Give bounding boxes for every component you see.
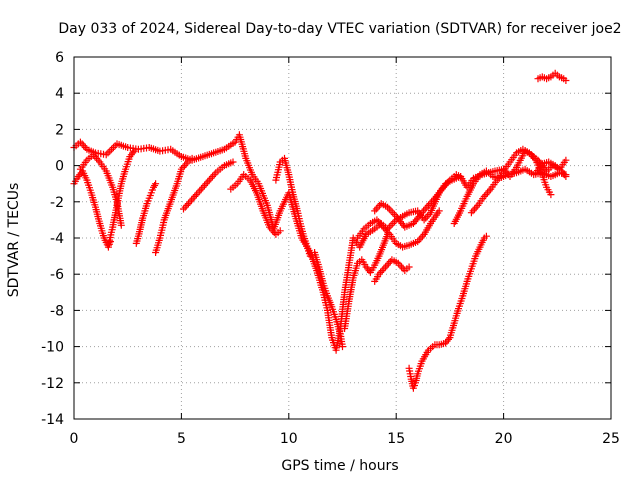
y-tick-label: 6 [55,50,64,66]
x-tick-label: 15 [387,431,405,447]
data-point-arc-6 [192,191,200,199]
y-tick-label: -14 [41,412,64,428]
data-point-arc-8 [306,252,314,260]
data-point-arc-17 [562,173,570,180]
data-point-main-track [106,147,114,155]
data-point-arc-14 [482,232,490,240]
x-axis-label: GPS time / hours [281,458,398,474]
data-point-arc-13 [405,263,413,271]
y-tick-label: -12 [41,376,64,392]
data-point-arc-2 [94,156,102,164]
axis-ticks: 0 5 10 15 20 25 -14 -12 -10 -8 -6 -4 -2 0 2 4 6 [41,50,620,447]
data-point-arc-6 [189,194,197,202]
data-point-main-track [108,145,116,153]
data-point-arc-6 [202,180,210,188]
data-point-arc-6 [183,201,191,209]
y-axis-label: SDTVAR / TECUs [6,183,22,298]
y-tick-label: -6 [50,267,64,283]
data-point-main-track [387,221,395,229]
data-point-arc-7 [276,227,284,235]
data-point-main-track [104,149,112,157]
data-point-main-track [80,142,88,150]
data-point-arc-5 [188,154,196,162]
data-point-arc-18 [562,77,570,84]
data-point-arc-6 [201,182,208,189]
data-point-arc-6 [184,200,192,208]
data-point-arc-6 [204,178,212,186]
data-point-arc-11 [435,207,443,215]
data-point-arc-6 [188,196,196,204]
data-point-arc-13 [378,267,386,275]
y-tick-label: -4 [50,231,64,247]
data-point-main-track [423,212,431,220]
data-point-arc-12 [391,211,398,218]
y-tick-label: -10 [41,340,64,356]
data-point-arc-16 [482,191,490,199]
data-point-main-track [562,156,570,164]
chart-title: Day 033 of 2024, Sidereal Day-to-day VTE… [58,21,621,37]
y-tick-label: 2 [55,122,64,138]
data-point-arc-6 [209,173,216,180]
data-point-arc-12 [423,203,431,211]
data-point-arc-5 [181,162,189,170]
data-point-arc-12 [457,173,465,180]
x-tick-label: 25 [602,431,620,447]
data-point-arc-16 [471,205,479,213]
data-point-arc-13 [380,265,388,273]
y-tick-label: -8 [50,303,64,319]
data-point-arc-16 [547,191,555,199]
x-tick-label: 5 [177,431,186,447]
data-point-arc-2 [117,221,125,229]
y-tick-label: -2 [50,195,64,211]
data-point-arc-9 [339,343,346,351]
data-point-arc-6 [181,203,189,211]
data-point-arc-16 [472,203,480,211]
data-point-arc-12 [421,205,429,213]
data-point-arc-11 [417,234,425,242]
y-tick-label: 0 [55,159,64,175]
data-point-main-track [389,220,397,227]
data-point-arc-3 [130,147,138,155]
x-tick-label: 20 [495,431,513,447]
data-point-main-track [111,142,119,150]
data-point-arc-13 [398,263,406,271]
x-tick-label: 10 [280,431,298,447]
data-point-arc-6 [191,192,199,200]
data-point-arc-6 [180,205,187,213]
data-point-arc-6 [229,158,237,166]
data-point-arc-5 [182,160,190,168]
data-point-arc-6 [197,185,205,193]
data-point-arc-6 [199,183,207,191]
data-point-arc-4 [152,180,160,188]
data-point-arc-6 [186,198,194,206]
data-point-arc-12 [389,209,397,217]
data-point-arc-6 [207,174,215,182]
grid [74,57,611,419]
data-points [70,69,570,392]
data-point-arc-6 [205,176,213,184]
y-tick-label: 4 [55,86,64,102]
x-tick-label: 0 [70,431,79,447]
data-point-main-track [78,140,86,148]
